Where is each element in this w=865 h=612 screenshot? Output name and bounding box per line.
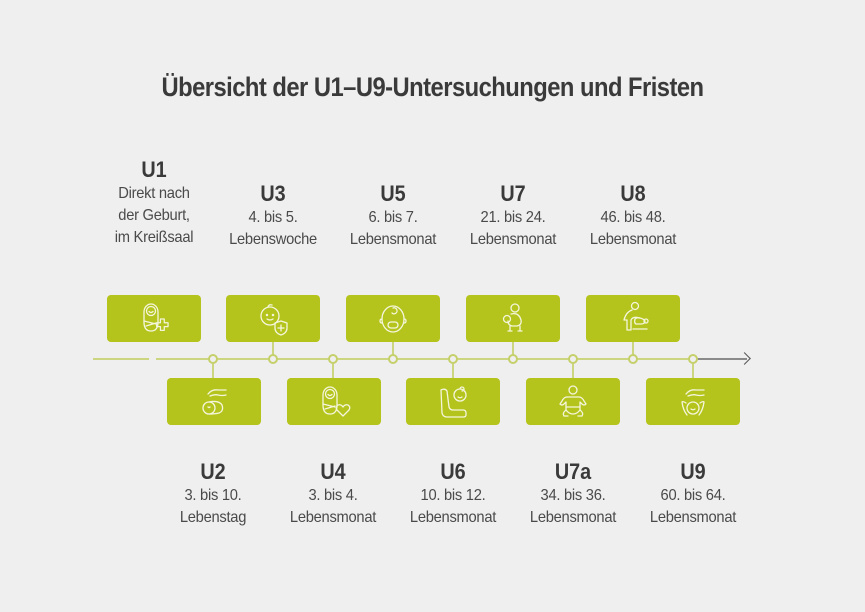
connector-u8 — [632, 341, 634, 357]
exam-code: U8 — [620, 181, 646, 206]
exam-code: U2 — [200, 459, 226, 484]
exam-code: U7 — [500, 181, 526, 206]
exam-desc-line: 21. bis 24. — [480, 209, 546, 226]
exam-label-u4: U4 3. bis 4. Lebensmonat — [268, 459, 398, 529]
exam-desc-line: Lebensmonat — [589, 231, 677, 248]
exam-desc-line: 60. bis 64. — [660, 487, 726, 504]
exam-desc-line: 3. bis 10. — [184, 487, 242, 504]
exam-label-u9: U9 60. bis 64. Lebensmonat — [628, 459, 758, 529]
timeline-node-u7a — [568, 354, 578, 364]
timeline-node-u3 — [268, 354, 278, 364]
timeline-node-u7 — [508, 354, 518, 364]
connector-u4 — [332, 362, 334, 378]
exam-card-u3 — [226, 295, 320, 342]
timeline-start-segment — [93, 358, 149, 360]
exam-label-u8: U8 46. bis 48. Lebensmonat — [568, 181, 698, 251]
exam-card-u4 — [287, 378, 381, 425]
swaddled-baby-plus-icon — [143, 302, 169, 332]
connector-u7a — [572, 362, 574, 378]
timeline-node-u2 — [208, 354, 218, 364]
exam-desc-line: Lebensmonat — [409, 509, 497, 526]
exam-desc-line: Lebenstag — [179, 509, 247, 526]
connector-u2 — [212, 362, 214, 378]
connector-u3 — [272, 341, 274, 357]
parent-changing-baby-icon — [623, 301, 649, 331]
exam-desc-line: Lebensmonat — [529, 509, 617, 526]
connector-u9 — [692, 362, 694, 378]
exam-card-u7 — [466, 295, 560, 342]
exam-desc-line: 34. bis 36. — [540, 487, 606, 504]
exam-label-u5: U5 6. bis 7. Lebensmonat — [328, 181, 458, 251]
hand-over-child-icon — [681, 388, 705, 416]
arrow-right-icon — [738, 352, 751, 365]
swaddled-baby-heart-icon — [322, 385, 351, 417]
timeline-node-u9 — [688, 354, 698, 364]
connector-u5 — [392, 341, 394, 357]
timeline-node-u8 — [628, 354, 638, 364]
connector-u6 — [452, 362, 454, 378]
toddler-diaper-icon — [559, 384, 587, 417]
exam-code: U7a — [554, 459, 592, 484]
exam-code: U3 — [260, 181, 286, 206]
exam-label-u2: U2 3. bis 10. Lebenstag — [148, 459, 278, 529]
exam-card-u2 — [167, 378, 261, 425]
timeline-node-u4 — [328, 354, 338, 364]
exam-desc-line: 6. bis 7. — [368, 209, 418, 226]
page-title: Übersicht der U1–U9-Untersuchungen und F… — [161, 72, 704, 102]
exam-desc-line: Lebenswoche — [229, 231, 317, 248]
exam-desc-line: Lebensmonat — [289, 509, 377, 526]
exam-desc-line: Lebensmonat — [649, 509, 737, 526]
exam-desc-line: Lebensmonat — [469, 231, 557, 248]
exam-code: U1 — [141, 157, 167, 182]
exam-code: U4 — [320, 459, 346, 484]
exam-label-u6: U6 10. bis 12. Lebensmonat — [388, 459, 518, 529]
exam-desc-line: der Geburt, — [118, 207, 190, 224]
exam-desc-line: 10. bis 12. — [420, 487, 486, 504]
exam-label-u7: U7 21. bis 24. Lebensmonat — [448, 181, 578, 251]
connector-u7 — [512, 341, 514, 357]
exam-desc-line: Lebensmonat — [349, 231, 437, 248]
exam-label-u3: U3 4. bis 5. Lebenswoche — [208, 181, 338, 251]
hand-over-baby-icon — [202, 388, 227, 415]
exam-card-u5 — [346, 295, 440, 342]
exam-desc-line: 4. bis 5. — [248, 209, 298, 226]
exam-card-u7a — [526, 378, 620, 425]
child-with-ball-icon — [502, 302, 523, 332]
exam-card-u8 — [586, 295, 680, 342]
timeline-node-u5 — [388, 354, 398, 364]
baby-pacifier-icon — [379, 304, 407, 333]
exam-desc-line: Direkt nach — [118, 185, 190, 202]
timeline-node-u6 — [448, 354, 458, 364]
baby-face-shield-icon — [260, 303, 288, 336]
exam-desc-line: im Kreißsaal — [114, 229, 194, 246]
timeline-line — [156, 358, 693, 360]
exam-code: U9 — [680, 459, 706, 484]
exam-card-u6 — [406, 378, 500, 425]
baby-car-seat-icon — [440, 385, 467, 418]
exam-code: U5 — [380, 181, 406, 206]
exam-label-u1: U1 Direkt nach der Geburt, im Kreißsaal — [89, 157, 219, 249]
exam-desc-line: 3. bis 4. — [308, 487, 358, 504]
exam-label-u7a: U7a 34. bis 36. Lebensmonat — [508, 459, 638, 529]
exam-card-u9 — [646, 378, 740, 425]
timeline-future-line — [697, 358, 747, 360]
exam-code: U6 — [440, 459, 466, 484]
exam-card-u1 — [107, 295, 201, 342]
exam-desc-line: 46. bis 48. — [600, 209, 666, 226]
